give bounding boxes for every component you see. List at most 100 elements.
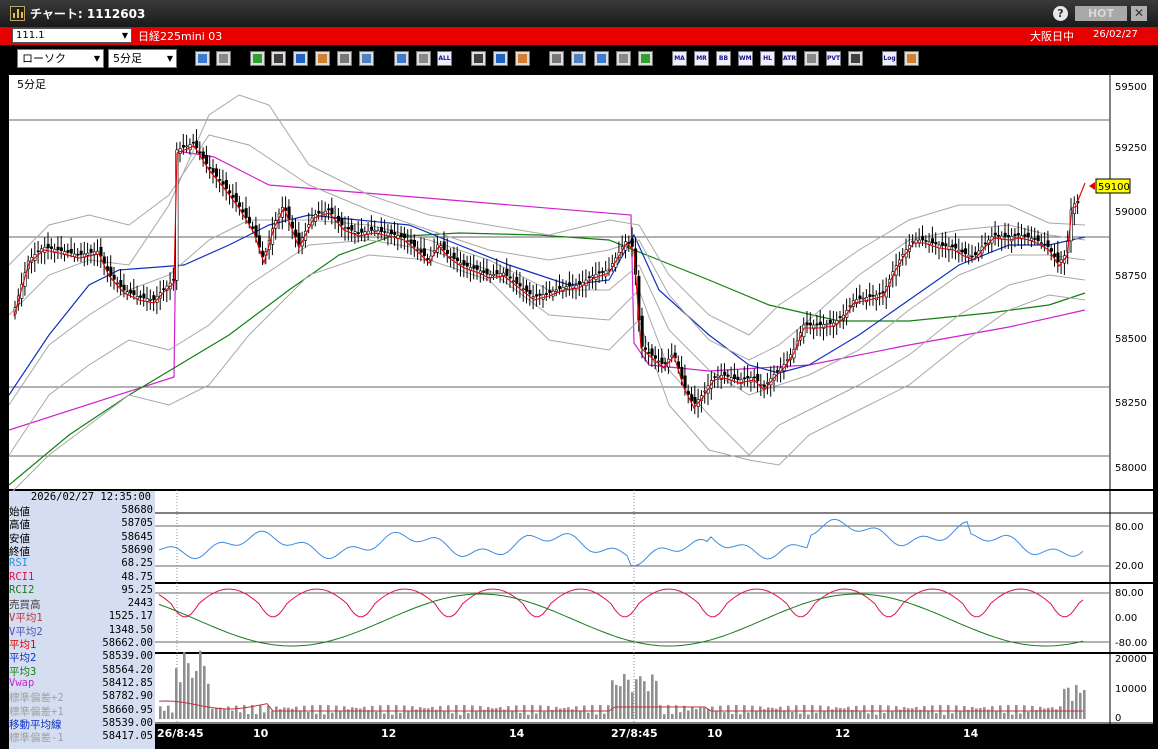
volume-bar <box>639 676 642 719</box>
price-axis-label: 59000 <box>1115 207 1147 218</box>
volume-bar <box>359 708 362 719</box>
candle-body <box>868 294 872 297</box>
candle-icon[interactable] <box>394 51 409 66</box>
candle-body <box>713 376 717 378</box>
candle-body <box>139 295 143 298</box>
info-value: 58705 <box>121 517 153 530</box>
volume-bar <box>895 706 898 719</box>
import-icon[interactable] <box>549 51 564 66</box>
volume-bar <box>283 707 286 719</box>
candle-body <box>607 268 611 271</box>
grid-icon[interactable] <box>216 51 231 66</box>
volume-bar <box>863 705 866 719</box>
wma-icon[interactable]: WMA <box>738 51 753 66</box>
volume-bar <box>303 705 306 719</box>
cursor-icon[interactable] <box>293 51 308 66</box>
period-select[interactable]: 5分足 ▼ <box>108 49 177 68</box>
blank-icon[interactable] <box>638 51 653 66</box>
time-axis: 26/8:45 10 12 14 27/8:45 10 12 14 <box>155 724 1158 749</box>
color-icon[interactable] <box>515 51 530 66</box>
volume-bar <box>1043 708 1046 719</box>
frame-icon[interactable] <box>848 51 863 66</box>
chart-type-select[interactable]: ローソク ▼ <box>17 49 104 68</box>
candle-body <box>558 285 562 289</box>
candle-body <box>865 297 869 303</box>
candle-body <box>383 231 387 233</box>
ichimoku-icon[interactable] <box>804 51 819 66</box>
search-icon[interactable] <box>571 51 586 66</box>
candle-body <box>152 295 156 301</box>
candle-body <box>122 284 126 291</box>
chart-area[interactable]: 5分足 59500 59250 59000 58750 58500 58250 58000 59… <box>9 75 1153 740</box>
hot-button[interactable]: HOT <box>1075 6 1127 21</box>
volume-bar <box>547 705 550 719</box>
volume-bar <box>715 710 718 719</box>
volume-bar <box>511 711 514 719</box>
ma-icon[interactable]: MA <box>672 51 687 66</box>
bollinger-band <box>9 254 1086 496</box>
volume-bar <box>947 705 950 719</box>
volume-bar <box>659 705 662 719</box>
pvt-icon[interactable]: PVT <box>826 51 841 66</box>
time-label: 27/8:45 <box>611 727 658 740</box>
volume-bar <box>527 714 530 719</box>
volume-bar <box>455 705 458 719</box>
candle-body <box>149 299 153 301</box>
candle-body <box>1036 235 1040 242</box>
volume-bar <box>707 708 710 719</box>
candle-body <box>749 377 753 383</box>
symbol-select[interactable]: 111.1 ▼ <box>12 28 132 43</box>
volume-bar <box>935 713 938 719</box>
candle-body <box>650 348 654 356</box>
note-icon[interactable] <box>337 51 352 66</box>
hl-icon[interactable]: HL <box>760 51 775 66</box>
info-value: 58412.85 <box>102 676 153 689</box>
volume-bar <box>443 711 446 719</box>
volume-bar <box>783 710 786 719</box>
close-button[interactable]: ✕ <box>1131 6 1147 21</box>
volume-bar <box>1035 710 1038 719</box>
volume-bar <box>875 714 878 719</box>
info-label: 売買高 <box>9 599 41 612</box>
help-button[interactable]: ? <box>1053 6 1068 21</box>
candle-body <box>1043 243 1047 246</box>
volume-bar <box>755 710 758 719</box>
candle-body <box>297 232 301 245</box>
candle-body <box>56 246 60 251</box>
candle-body <box>505 268 509 276</box>
atr-icon[interactable]: ATR <box>782 51 797 66</box>
volume-bar <box>483 709 486 719</box>
candle-body <box>248 216 252 224</box>
delete-icon[interactable] <box>359 51 374 66</box>
volume-bar <box>1031 705 1034 719</box>
volume-bar <box>739 714 742 719</box>
table-icon[interactable] <box>594 51 609 66</box>
volume-bar <box>615 685 618 719</box>
candle-body <box>597 271 601 274</box>
candle-body <box>531 296 535 299</box>
candle-body <box>1023 234 1027 237</box>
pen-icon[interactable] <box>250 51 265 66</box>
volume-bar <box>411 706 414 719</box>
fibo-icon[interactable] <box>315 51 330 66</box>
chart-canvas[interactable]: 5分足 59500 59250 59000 58750 58500 58250 58000 59… <box>9 75 1153 740</box>
volume-bar <box>347 709 350 719</box>
settings-icon[interactable] <box>471 51 486 66</box>
volume-bar <box>1051 707 1054 719</box>
candle-body <box>521 288 525 291</box>
window-icon[interactable] <box>904 51 919 66</box>
bb-icon[interactable]: BB <box>716 51 731 66</box>
zoom-icon[interactable] <box>195 51 210 66</box>
candle-body <box>389 229 393 235</box>
title-bar: チャート: 1112603 ? HOT ✕ <box>0 0 1158 27</box>
volume-bar <box>855 705 858 719</box>
add-icon[interactable] <box>616 51 631 66</box>
all-icon[interactable]: ALL <box>437 51 452 66</box>
wrench-icon[interactable] <box>493 51 508 66</box>
candle-body <box>462 260 466 266</box>
candle-body <box>538 293 542 296</box>
mr-icon[interactable]: MR <box>694 51 709 66</box>
line-tool-icon[interactable] <box>271 51 286 66</box>
bar-icon[interactable] <box>416 51 431 66</box>
log-icon[interactable]: Log <box>882 51 897 66</box>
